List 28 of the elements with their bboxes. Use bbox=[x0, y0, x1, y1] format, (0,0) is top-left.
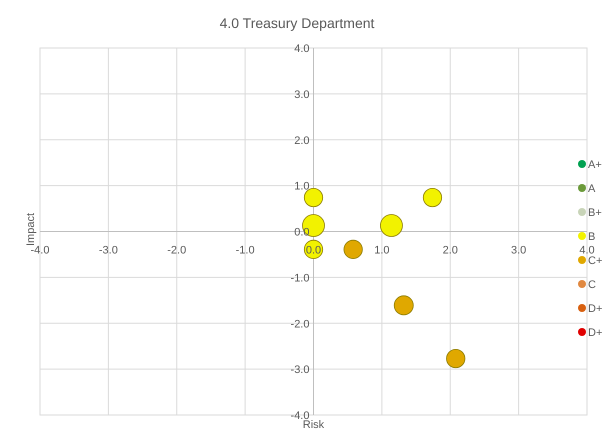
legend-label: A bbox=[588, 183, 596, 195]
legend-label: B bbox=[588, 231, 596, 243]
x-tick-label: 2.0 bbox=[442, 244, 458, 256]
x-tick-label: 3.0 bbox=[510, 244, 526, 256]
x-tick-label: -3.0 bbox=[98, 244, 118, 256]
y-tick-label: 2.0 bbox=[294, 134, 310, 147]
legend-label: B+ bbox=[588, 207, 602, 219]
x-tick-label: -1.0 bbox=[236, 244, 255, 256]
legend-label: C bbox=[588, 279, 596, 291]
chart-title: 4.0 Treasury Department bbox=[220, 15, 375, 31]
x-tick-label: 1.0 bbox=[374, 244, 390, 256]
x-tick-label: -4.0 bbox=[30, 244, 50, 256]
y-axis-title: Impact bbox=[25, 212, 37, 246]
x-tick-label: 4.0 bbox=[579, 244, 595, 256]
x-axis-title: Risk bbox=[302, 419, 325, 431]
legend-label: A+ bbox=[588, 159, 602, 171]
x-tick-label: 0.0 bbox=[306, 244, 322, 256]
legend-label: D+ bbox=[588, 303, 602, 315]
y-tick-label: -3.0 bbox=[290, 364, 310, 376]
y-tick-label: 4.0 bbox=[294, 43, 310, 55]
x-tick-label: -2.0 bbox=[167, 244, 186, 256]
y-tick-label: -2.0 bbox=[290, 318, 310, 330]
y-tick-label: -4.0 bbox=[290, 410, 310, 422]
y-tick-label: 3.0 bbox=[294, 88, 310, 101]
y-tick-label: -1.0 bbox=[290, 272, 310, 284]
legend-label: D+ bbox=[588, 327, 602, 339]
legend-label: C+ bbox=[588, 255, 602, 267]
y-tick-label: 1.0 bbox=[294, 180, 310, 193]
